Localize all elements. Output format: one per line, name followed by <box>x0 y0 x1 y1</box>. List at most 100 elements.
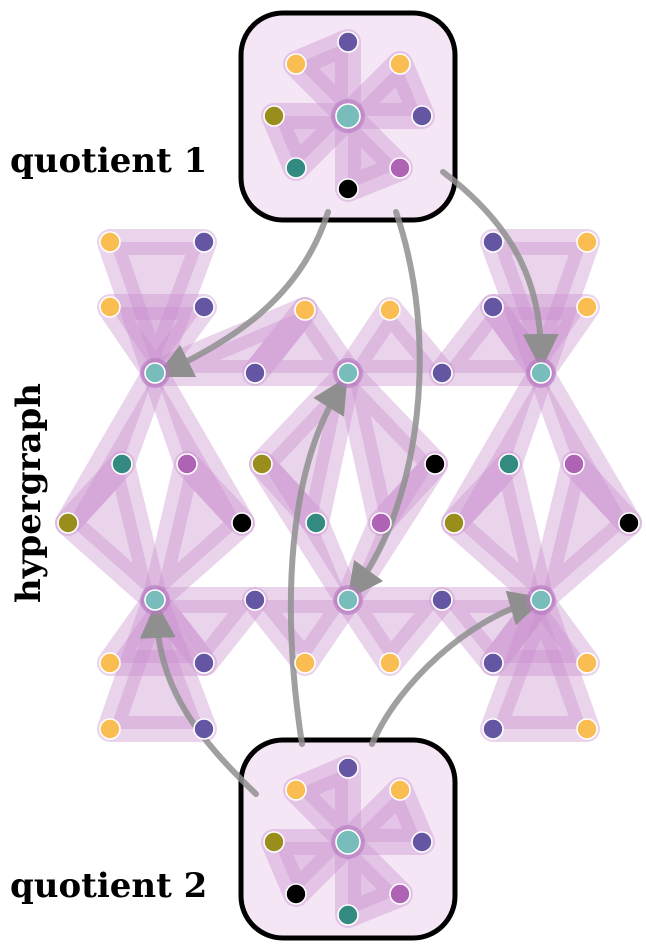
node-cyan-55 <box>335 829 361 855</box>
node-magenta-34 <box>563 453 585 475</box>
node-yellow-0 <box>99 231 121 253</box>
node-purple-23 <box>244 589 266 611</box>
node-purple-51 <box>337 757 359 779</box>
node-purple-13 <box>193 718 215 740</box>
hypergraph-label: hypergraph <box>9 383 49 603</box>
arrow-q2-to-right-lower <box>369 590 546 747</box>
node-cyan-9 <box>144 589 166 611</box>
node-yellow-27 <box>379 652 401 674</box>
hyperedge-20 <box>441 360 554 536</box>
node-yellow-29 <box>576 231 598 253</box>
node-yellow-31 <box>576 296 598 318</box>
hyperedge-17 <box>142 587 268 676</box>
hyperedge-16 <box>335 587 455 676</box>
node-magenta-22 <box>370 512 392 534</box>
node-black-50 <box>337 178 359 200</box>
hyperedge-26 <box>429 294 554 386</box>
node-yellow-44 <box>389 53 411 75</box>
hyperedge-31 <box>335 103 413 202</box>
node-yellow-43 <box>285 53 307 75</box>
hyperedge-1 <box>97 294 217 386</box>
node-purple-47 <box>411 105 433 127</box>
hyperedge-33 <box>335 777 435 855</box>
node-yellow-12 <box>99 718 121 740</box>
node-black-8 <box>231 512 253 534</box>
node-olive-45 <box>263 105 285 127</box>
node-teal-48 <box>285 157 307 179</box>
node-cyan-46 <box>335 103 361 129</box>
arrow-q2-to-left-lower <box>139 602 259 797</box>
hyperedge-3 <box>142 360 255 536</box>
node-olive-7 <box>57 512 79 534</box>
node-purple-38 <box>482 652 504 674</box>
hyperedge-25 <box>480 587 600 742</box>
node-teal-59 <box>337 904 359 926</box>
hyperedge-23 <box>528 451 642 613</box>
node-cyan-4 <box>144 362 166 384</box>
node-purple-30 <box>482 296 504 318</box>
nodes <box>57 31 640 926</box>
node-purple-42 <box>337 31 359 53</box>
node-magenta-58 <box>389 883 411 905</box>
node-olive-54 <box>263 831 285 853</box>
hyperedge-12 <box>335 360 448 536</box>
hyperedge-13 <box>249 451 361 613</box>
node-yellow-53 <box>389 779 411 801</box>
quotient-1-label: quotient 1 <box>10 141 207 181</box>
hyperedge-29 <box>335 51 435 129</box>
node-yellow-10 <box>99 652 121 674</box>
hyperedge-35 <box>335 829 413 928</box>
node-purple-18 <box>431 362 453 384</box>
hyperedge-32 <box>283 755 361 855</box>
node-yellow-2 <box>99 296 121 318</box>
node-teal-21 <box>305 512 327 534</box>
node-teal-33 <box>498 453 520 475</box>
node-cyan-32 <box>530 362 552 384</box>
hyperedge-28 <box>283 29 361 129</box>
node-yellow-14 <box>294 299 316 321</box>
hyperedge-15 <box>242 587 361 676</box>
node-purple-28 <box>482 231 504 253</box>
hyperedge-5 <box>142 451 255 613</box>
node-teal-5 <box>111 453 133 475</box>
node-yellow-39 <box>576 652 598 674</box>
node-black-36 <box>618 512 640 534</box>
node-yellow-15 <box>379 299 401 321</box>
hyperedge-30 <box>261 103 361 181</box>
node-yellow-26 <box>294 652 316 674</box>
hyperedge-18 <box>480 229 600 386</box>
arrow-q1-to-middle-lower <box>347 209 423 600</box>
node-purple-1 <box>193 231 215 253</box>
hyperedge-22 <box>441 451 554 613</box>
hyperedge-9 <box>242 297 361 386</box>
node-olive-35 <box>443 512 465 534</box>
node-black-20 <box>424 453 446 475</box>
node-purple-56 <box>411 831 433 853</box>
arrow-q2-to-middle-upper <box>287 376 348 747</box>
node-purple-3 <box>193 296 215 318</box>
hyperedge-21 <box>528 360 642 536</box>
node-olive-19 <box>251 453 273 475</box>
node-purple-40 <box>482 718 504 740</box>
quotient-2-label: quotient 2 <box>10 866 207 906</box>
hyperedge-34 <box>261 829 361 907</box>
hyperedge-0 <box>97 229 217 386</box>
node-purple-11 <box>193 652 215 674</box>
node-purple-16 <box>244 362 266 384</box>
node-black-57 <box>285 883 307 905</box>
hyperedge-4 <box>55 451 168 613</box>
node-purple-25 <box>431 589 453 611</box>
node-yellow-41 <box>576 718 598 740</box>
arrow-q1-to-left-center <box>155 209 331 378</box>
node-cyan-17 <box>337 362 359 384</box>
quotient-arrows <box>139 169 559 797</box>
hyperedge-24 <box>480 587 600 676</box>
node-yellow-52 <box>285 779 307 801</box>
node-magenta-6 <box>176 453 198 475</box>
node-magenta-49 <box>389 157 411 179</box>
node-cyan-24 <box>337 589 359 611</box>
arrow-q1-to-right-center <box>440 169 559 370</box>
hyperedge-2 <box>55 360 168 536</box>
node-cyan-37 <box>530 589 552 611</box>
